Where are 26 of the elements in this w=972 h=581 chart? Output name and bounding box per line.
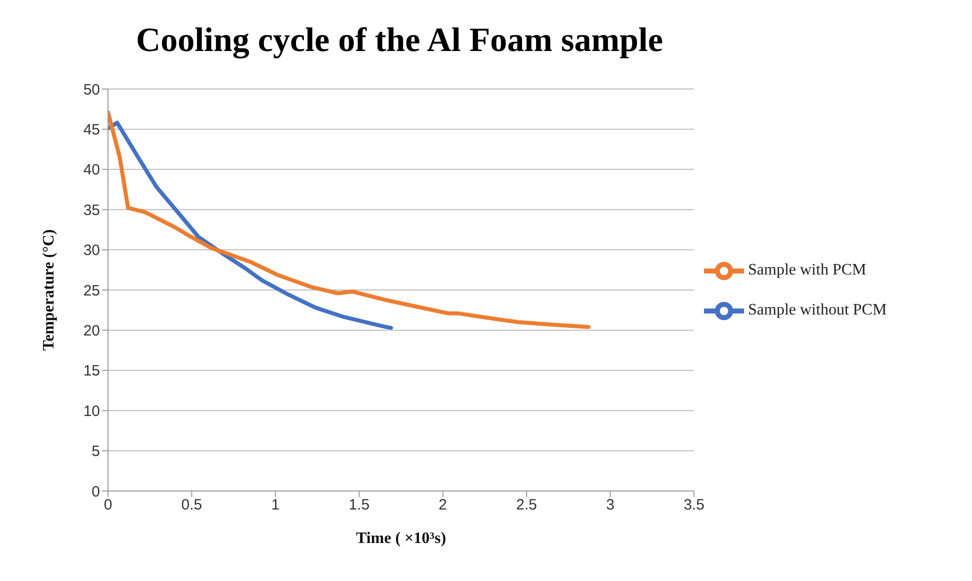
y-tick-label: 45	[83, 122, 100, 139]
x-tick-label: 2.5	[516, 496, 537, 514]
line-series	[108, 120, 393, 330]
y-axis-title: Temperature (°C)	[40, 229, 58, 351]
legend-label: Sample without PCM	[748, 301, 887, 318]
y-tick-label: 20	[83, 322, 100, 340]
x-tick-label: 1.5	[348, 496, 370, 514]
x-tick-label: 3	[606, 496, 614, 514]
y-tick-label: 10	[83, 402, 100, 420]
y-tick-label: 25	[83, 282, 100, 300]
y-tick-label: 15	[83, 362, 100, 380]
legend-label: Sample with PCM	[748, 261, 866, 278]
x-tick-label: 2	[438, 496, 448, 514]
x-tick-label: 0.5	[181, 496, 202, 514]
y-tick-label: 40	[83, 162, 100, 179]
x-tick-label: 3.5	[684, 496, 704, 514]
y-tick-label: 0	[92, 483, 100, 500]
line-series	[108, 110, 591, 329]
x-axis-title: Time ( ×10³s)	[356, 530, 446, 547]
y-tick-label: 30	[83, 242, 100, 260]
y-tick-label: 50	[83, 81, 100, 98]
x-tick-label: 0	[104, 496, 112, 514]
x-tick-label: 1	[271, 496, 280, 514]
chart-title: Cooling cycle of the Al Foam sample	[135, 22, 664, 60]
y-tick-label: 5	[92, 443, 100, 460]
y-tick-label: 35	[83, 202, 100, 219]
